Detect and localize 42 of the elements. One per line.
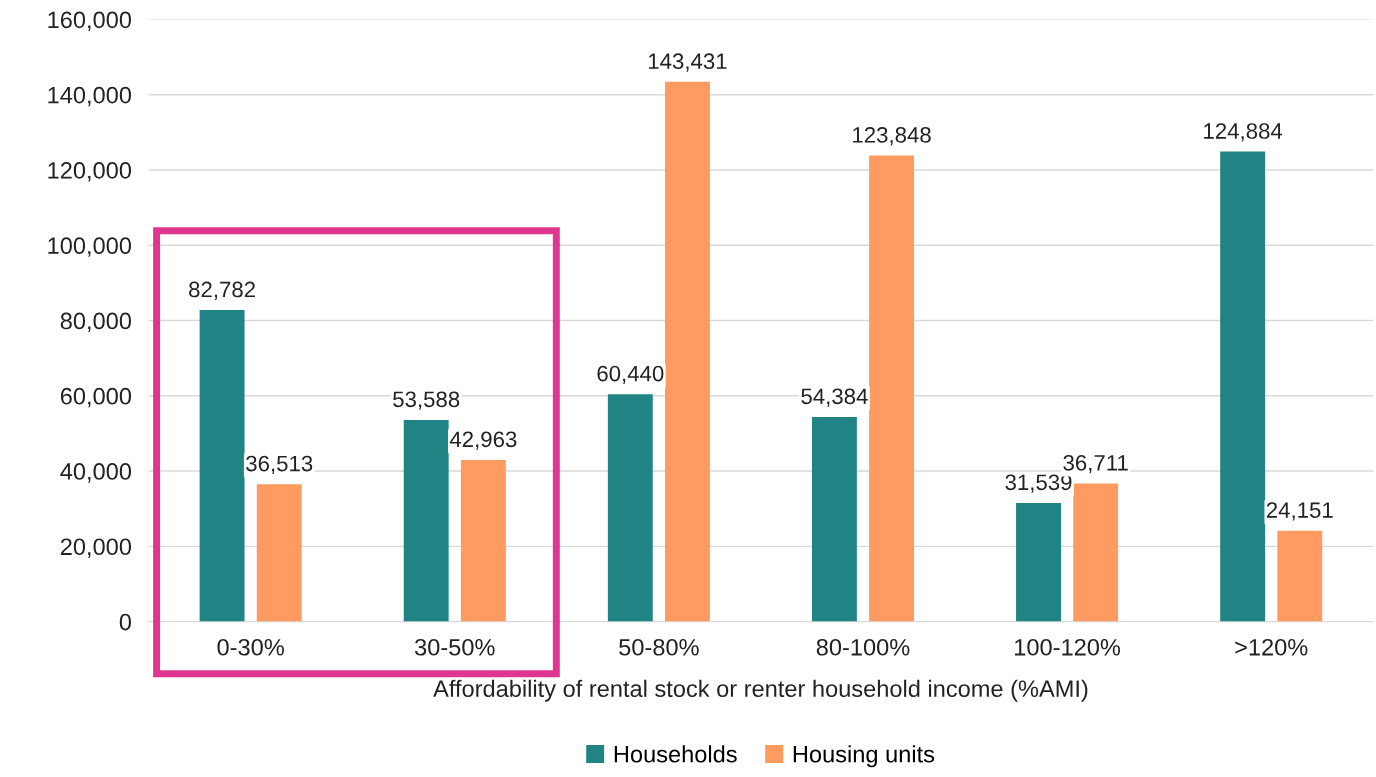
legend-label: Housing units: [793, 745, 935, 768]
x-axis-title: Affordability of rental stock or renter household income (%AMI): [433, 679, 1088, 702]
text: 36,711: [1063, 454, 1128, 474]
y-tick-label: 60,000: [60, 387, 132, 408]
text: 53,588: [393, 391, 460, 410]
x-tick-label: 80-100%: [816, 638, 910, 656]
y-tick-label: 160,000: [48, 11, 132, 31]
y-tick-label: 20,000: [60, 538, 132, 558]
x-tick-label: 50-80%: [619, 638, 699, 656]
text: 124,884: [1204, 123, 1283, 142]
x-tick-label: >120%: [1235, 638, 1308, 656]
bar: [1277, 530, 1323, 622]
text: 60,440: [597, 365, 664, 385]
x-tick-label: 100-120%: [1015, 638, 1121, 656]
text: 31,539: [1005, 474, 1072, 493]
legend-label: Households: [614, 745, 737, 763]
bar: [665, 81, 710, 622]
bar: [869, 155, 915, 622]
bar: [607, 394, 653, 622]
bar: [460, 459, 506, 622]
x-tick-label: 0-30%: [217, 638, 284, 656]
y-tick-label: 0: [119, 613, 132, 631]
bar: [811, 416, 857, 622]
text: 42,963: [449, 431, 517, 450]
y-tick-label: 140,000: [48, 86, 132, 107]
text: 123,848: [853, 127, 931, 146]
y-tick-label: 100,000: [48, 237, 132, 257]
y-tick-label: 80,000: [60, 312, 132, 333]
bar: [1016, 502, 1061, 622]
text: 54,384: [801, 388, 868, 407]
text: 143,431: [648, 53, 727, 72]
text: 36,513: [246, 455, 313, 475]
bar: [256, 484, 302, 622]
y-tick-label: 40,000: [60, 463, 132, 483]
y-tick-label: 120,000: [48, 162, 132, 182]
bar: [1073, 483, 1119, 622]
text: 82,782: [189, 281, 255, 300]
bar: [403, 419, 449, 622]
text: 24,151: [1266, 502, 1333, 521]
x-tick-label: 30-50%: [414, 638, 495, 656]
bar: [199, 310, 245, 622]
bar: [1220, 151, 1266, 622]
